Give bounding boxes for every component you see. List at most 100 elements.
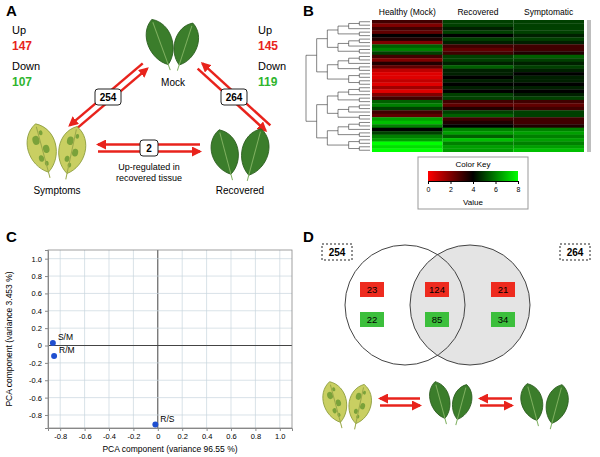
dendrogram-branch <box>359 56 370 57</box>
heatmap-cell <box>443 30 514 34</box>
leaf <box>344 382 375 432</box>
tick: 0 <box>427 181 431 193</box>
color-key-label: Value <box>463 198 483 207</box>
dendrogram-branch <box>359 122 360 125</box>
tick-label: 1.0 <box>32 255 42 264</box>
grid <box>48 250 292 428</box>
dendrogram-branch <box>359 73 370 74</box>
venn-circle <box>345 245 465 365</box>
down-box <box>360 312 384 327</box>
dendrogram-branch <box>349 141 360 142</box>
heatmap-cell <box>372 100 443 104</box>
dendrogram-branch <box>338 61 339 69</box>
tick-label: 0.2 <box>32 324 42 333</box>
tick-mark <box>231 428 232 431</box>
heatmap-cell <box>513 58 584 62</box>
heatmap-cell <box>443 128 514 132</box>
leaf-vein <box>550 388 561 430</box>
heatmap-cell <box>513 93 584 97</box>
grid-line <box>182 250 183 428</box>
plot-frame <box>48 250 292 428</box>
dendrogram-branch <box>306 55 317 56</box>
heatmap-cell <box>372 131 443 135</box>
tick: 1.0 <box>275 428 285 441</box>
heatmap-cell <box>513 72 584 76</box>
tick-label: 4 <box>472 186 476 193</box>
number-label: 2 <box>146 143 152 154</box>
heatmap-cell <box>443 142 514 146</box>
axis-line <box>45 251 49 429</box>
dendrogram-branch <box>359 39 370 40</box>
heatmap-cell <box>372 76 443 80</box>
heatmap-cell <box>372 107 443 111</box>
heatmap-cell <box>443 100 514 104</box>
dendrogram-branch <box>359 98 370 99</box>
panel-label: A <box>6 2 17 19</box>
dendrogram-branch <box>327 79 348 80</box>
dendrogram-branch <box>327 113 338 114</box>
heatmap-cell <box>443 121 514 125</box>
tick-mark <box>473 181 474 184</box>
heatmap-cell <box>443 72 514 76</box>
tick-label: 0.4 <box>202 432 212 441</box>
number-box <box>560 244 590 260</box>
heatmap-cell <box>372 121 443 125</box>
heatmap-cell <box>513 103 584 107</box>
leaf <box>206 126 245 183</box>
dendrogram-branch <box>327 96 328 113</box>
point <box>50 340 56 346</box>
leaf <box>540 382 572 432</box>
number-label: 264 <box>567 247 584 258</box>
tick-mark <box>158 428 159 431</box>
dendrogram-branch <box>359 25 370 26</box>
tick-mark <box>45 311 48 312</box>
tick: 0.6 <box>32 289 48 298</box>
dendrogram <box>306 22 370 151</box>
dendrogram-branch <box>359 146 370 147</box>
heatmap-cell <box>372 96 443 100</box>
grid-line <box>84 250 85 428</box>
heatmap-cell <box>513 79 584 83</box>
heatmap-cell <box>443 89 514 93</box>
dendrogram-branch <box>359 35 370 36</box>
heatmap-cell <box>372 41 443 45</box>
dendrogram-branch <box>359 32 360 35</box>
dendrogram-branch <box>338 126 349 127</box>
tick-label: 2 <box>449 186 453 193</box>
leaf <box>235 125 274 184</box>
dendrogram-branch <box>359 53 370 54</box>
tick: 6 <box>494 181 498 193</box>
tick-label: 0 <box>38 341 42 350</box>
leaf <box>517 381 549 429</box>
heatmap-cell <box>443 131 514 135</box>
number-box <box>140 140 158 156</box>
heatmap-cell <box>372 65 443 69</box>
count-caption: Down <box>12 60 40 72</box>
leaf-vein <box>330 385 342 428</box>
dendrogram-branch <box>359 32 370 33</box>
count-down: 34 <box>498 314 509 325</box>
dendrogram-branch <box>327 29 338 30</box>
heatmap-cell <box>443 124 514 128</box>
dendrogram-branch <box>359 119 370 120</box>
dendrogram-branch <box>349 23 360 24</box>
heatmap-cell <box>513 100 584 104</box>
dendrogram-branch <box>359 140 360 143</box>
dendrogram-branch <box>359 56 360 59</box>
tick-mark <box>280 428 281 431</box>
arrow <box>74 69 147 131</box>
grid-line <box>206 250 207 428</box>
heatmap-cells <box>372 20 584 152</box>
point-label: R/S <box>160 414 175 424</box>
arrow <box>380 397 420 400</box>
dendrogram-branch <box>348 41 349 46</box>
heatmap-cell <box>372 128 443 132</box>
axis-line <box>49 429 293 432</box>
dendrogram-branch <box>359 88 360 91</box>
dendrogram-branch <box>348 107 349 112</box>
color-key-bar <box>428 171 518 181</box>
heatmap-cell <box>443 93 514 97</box>
grid-line <box>48 276 292 277</box>
heatmap-cell <box>372 149 443 152</box>
dendrogram-branch <box>359 67 360 70</box>
